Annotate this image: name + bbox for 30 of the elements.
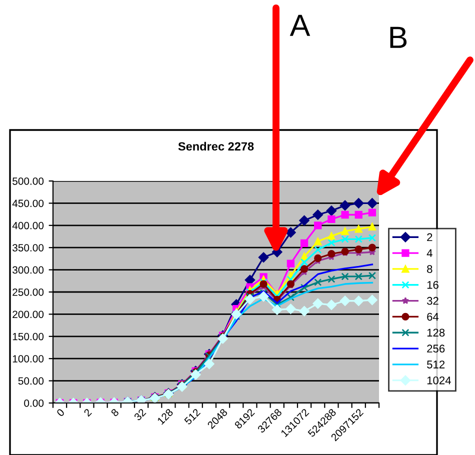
y-tick-label: 150.00 bbox=[12, 332, 44, 340]
y-tick-label: 450.00 bbox=[12, 200, 44, 208]
legend-label: 128 bbox=[427, 328, 445, 337]
y-tick-label: 300.00 bbox=[12, 266, 44, 274]
y-tick-label: 200.00 bbox=[12, 310, 44, 318]
y-tick-label: 50.00 bbox=[18, 377, 44, 385]
y-tick-label: 350.00 bbox=[12, 244, 44, 252]
y-tick-label: 100.00 bbox=[12, 355, 44, 362]
x-tick-label: 128 bbox=[156, 408, 174, 425]
y-tick-label: 250.00 bbox=[12, 288, 44, 296]
legend-label: 16 bbox=[427, 281, 438, 289]
legend-label: 8 bbox=[427, 265, 432, 273]
x-tick-label: 2 bbox=[83, 408, 92, 417]
text: B bbox=[390, 26, 407, 48]
chart-title: Sendrec 2278 bbox=[178, 142, 254, 151]
x-tick-label: 0 bbox=[56, 408, 65, 417]
legend-label: 1024 bbox=[427, 376, 451, 384]
legend-label: 512 bbox=[427, 360, 445, 368]
y-tick-label: 400.00 bbox=[12, 222, 44, 230]
x-tick-label: 8 bbox=[110, 408, 120, 417]
legend-label: 32 bbox=[426, 296, 438, 305]
x-tick-label: 32 bbox=[134, 408, 146, 422]
legend-label: 4 bbox=[426, 249, 432, 257]
legend-label: 256 bbox=[427, 344, 445, 353]
legend-label: 2 bbox=[427, 233, 432, 242]
legend-label: 64 bbox=[427, 312, 439, 321]
x-tick-label: 512 bbox=[184, 408, 201, 426]
text: A bbox=[290, 14, 310, 36]
y-tick-label: 500.00 bbox=[12, 178, 44, 185]
y-tick-label: 0.00 bbox=[24, 400, 44, 407]
